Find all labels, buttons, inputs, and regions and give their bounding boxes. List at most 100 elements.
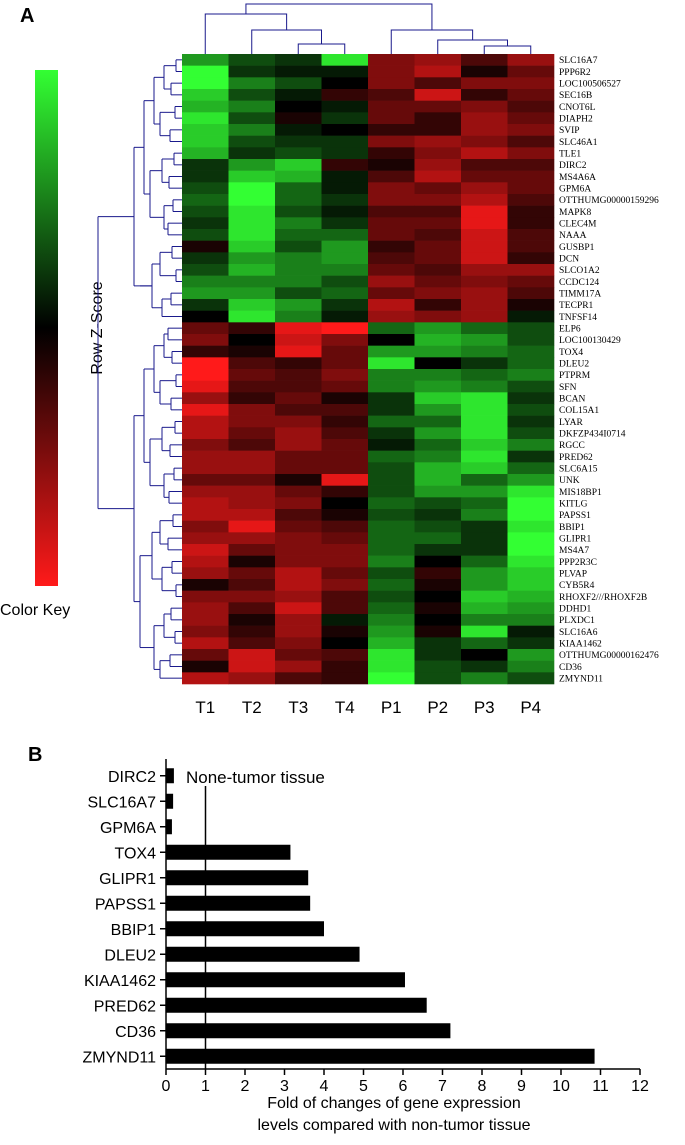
- heatmap-cell: [275, 625, 322, 638]
- heatmap-cell: [414, 532, 462, 545]
- heatmap-cell: [275, 54, 322, 66]
- heatmap-cell: [182, 310, 229, 323]
- heatmap-cell: [182, 334, 229, 346]
- heatmap-cell: [321, 54, 369, 66]
- heatmap-cell: [414, 287, 462, 300]
- heatmap-cell: [228, 240, 276, 253]
- heatmap-cell: [321, 672, 369, 685]
- heatmap-cell: [228, 322, 276, 335]
- heatmap-cell: [182, 205, 229, 218]
- gene-label: MS4A6A: [559, 173, 596, 183]
- heatmap-cell: [321, 625, 369, 638]
- heatmap-cell: [507, 369, 555, 381]
- heatmap-cell: [275, 112, 322, 125]
- heatmap-cell: [321, 299, 369, 311]
- heatmap-cell: [507, 89, 555, 101]
- heatmap-cell: [461, 649, 508, 661]
- heatmap-cell: [461, 369, 508, 381]
- heatmap-cell: [507, 497, 555, 510]
- heatmap-cell: [507, 240, 555, 253]
- heatmap-cell: [275, 567, 322, 580]
- heatmap-cell: [275, 322, 322, 335]
- heatmap-cell: [321, 275, 369, 288]
- gene-label: RHOXF2///RHOXF2B: [559, 593, 647, 603]
- x-tick-label: 10: [552, 1078, 570, 1095]
- heatmap-cell: [228, 205, 276, 218]
- heatmap-cell: [321, 415, 369, 428]
- heatmap-cell: [321, 322, 369, 335]
- dendrogram-branch: [297, 43, 346, 54]
- heatmap-cell: [461, 182, 508, 195]
- heatmap-cell: [414, 345, 462, 358]
- bar-category-label: TOX4: [115, 845, 157, 862]
- heatmap-cell: [228, 567, 276, 580]
- heatmap-cell: [228, 159, 276, 171]
- heatmap-cell: [368, 415, 415, 428]
- gene-label: PTPRM: [559, 371, 591, 381]
- heatmap-cell: [368, 497, 415, 510]
- heatmap-cell: [507, 450, 555, 463]
- heatmap-cell: [414, 672, 462, 685]
- heatmap-cell: [414, 579, 462, 591]
- heatmap-cell: [507, 462, 555, 475]
- gene-label: COL15A1: [559, 406, 599, 416]
- heatmap-cell: [321, 614, 369, 626]
- gene-label: PLVAP: [559, 569, 587, 579]
- heatmap-cell: [414, 194, 462, 206]
- sample-labels: T1 T2 T3 T4 P1 P2 P3 P4: [195, 698, 541, 717]
- gene-label: BCAN: [559, 394, 586, 404]
- heatmap-cell: [368, 660, 415, 673]
- x-tick-label: 1: [201, 1078, 210, 1095]
- heatmap-cell: [414, 567, 462, 580]
- dendrogram-branch: [245, 3, 433, 30]
- dendrogram-branch: [437, 39, 508, 54]
- heatmap-cell: [228, 625, 276, 638]
- heatmap-cell: [461, 532, 508, 545]
- bar-category-label: DLEU2: [104, 947, 156, 964]
- bar: [166, 997, 427, 1013]
- heatmap-cell: [275, 590, 322, 603]
- gene-label: BBIP1: [559, 523, 585, 533]
- none-tumor-annotation: None-tumor tissue: [186, 768, 325, 787]
- heatmap-cell: [275, 439, 322, 451]
- heatmap-cell: [182, 252, 229, 265]
- gene-label: SVIP: [559, 126, 580, 136]
- heatmap-cell: [461, 299, 508, 311]
- heatmap-cell: [182, 380, 229, 393]
- gene-label: PLXDC1: [559, 616, 595, 626]
- heatmap-cell: [321, 649, 369, 661]
- heatmap-cell: [228, 532, 276, 545]
- heatmap-cell: [182, 322, 229, 335]
- bar: [166, 870, 309, 886]
- bar: [166, 972, 405, 988]
- heatmap-cell: [228, 345, 276, 358]
- heatmap-cell: [321, 579, 369, 591]
- heatmap-cell: [507, 170, 555, 183]
- heatmap-cell: [182, 660, 229, 673]
- x-tick-label: 5: [359, 1078, 368, 1095]
- heatmap-cell: [368, 625, 415, 638]
- heatmap-cell: [461, 65, 508, 78]
- gene-label: DDHD1: [559, 604, 591, 614]
- heatmap-cell: [228, 334, 276, 346]
- heatmap-cell: [275, 672, 322, 685]
- gene-label: ZMYND11: [559, 674, 603, 684]
- heatmap-cell: [321, 345, 369, 358]
- gene-label: SLC6A15: [559, 464, 598, 474]
- heatmap-cell: [182, 567, 229, 580]
- x-tick-label: 0: [162, 1078, 171, 1095]
- heatmap-cell: [507, 182, 555, 195]
- heatmap-cell: [275, 555, 322, 568]
- heatmap-cell: [461, 672, 508, 685]
- heatmap-cell: [461, 194, 508, 206]
- sample-label: P1: [381, 698, 402, 717]
- gene-label: CYB5R4: [559, 581, 595, 591]
- heatmap-cell: [321, 497, 369, 510]
- heatmap-cell: [275, 614, 322, 626]
- heatmap-cell: [321, 100, 369, 113]
- heatmap-cell: [461, 450, 508, 463]
- heatmap-cell: [228, 77, 276, 90]
- heatmap-cell: [275, 159, 322, 171]
- heatmap-cell: [321, 357, 369, 370]
- heatmap-cell: [321, 637, 369, 650]
